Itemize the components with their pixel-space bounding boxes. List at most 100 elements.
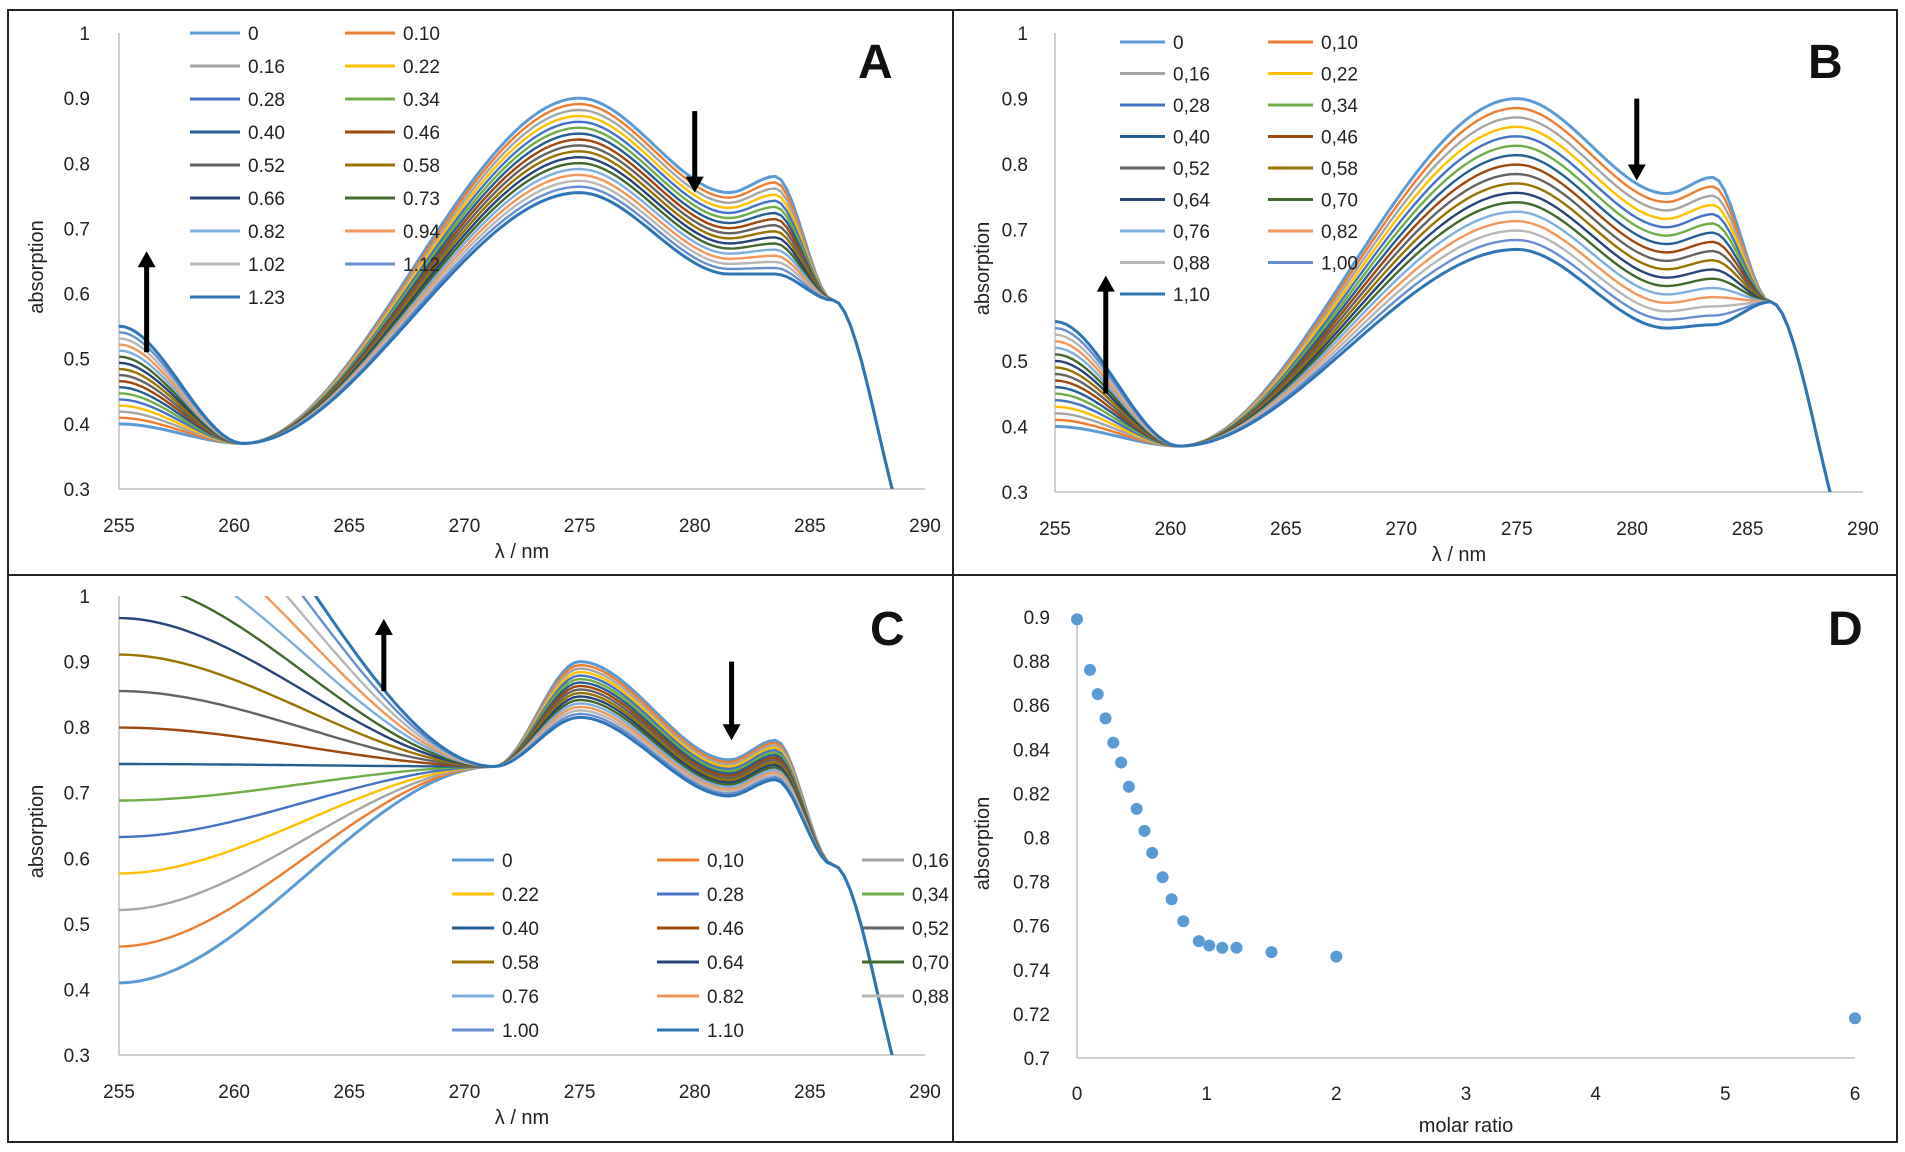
x-tick-label: 270 [449,516,481,537]
x-tick-label: 275 [1501,519,1533,540]
legend-label: 0,64 [1173,191,1210,212]
legend-label: 0.28 [707,885,744,906]
y-tick-label: 0.7 [64,219,90,240]
trend-arrow-head [137,251,156,268]
x-tick-label: 265 [1270,519,1302,540]
y-tick-label: 0.9 [64,653,90,674]
y-tick-label: 0.7 [64,784,90,805]
y-tick-label: 1 [79,587,90,608]
trend-arrow-head [374,618,393,635]
y-tick-label: 0.6 [1002,286,1028,307]
x-tick-label: 285 [794,516,826,537]
legend-label: 0,58 [1321,159,1358,180]
legend-label: 1,10 [1173,285,1210,306]
scatter-point [1203,939,1216,952]
y-tick-label: 0.7 [1024,1049,1050,1070]
legend-label: 0,88 [1173,254,1210,275]
y-tick-label: 0.3 [1002,483,1028,504]
y-axis-label: absorption [972,222,994,315]
legend-label: 0.64 [707,953,744,974]
legend-label: 0,70 [1321,191,1358,212]
y-tick-label: 0.4 [1002,417,1029,438]
legend-label: 1,00 [1321,254,1358,275]
scatter-point [1177,915,1190,928]
x-tick-label: 280 [679,1082,711,1103]
panel-d-chart: 0 1 2 3 4 5 6 0.7 0.72 0.74 0.76 0.78 0.8 0.82 0.84 0.8… [972,608,1861,1137]
legend-label: 0,46 [1321,128,1358,149]
legend-label: 0.73 [403,189,440,210]
legend-label: 0,82 [1321,222,1358,243]
y-tick-label: 0.5 [1002,352,1028,373]
y-tick-label: 0.84 [1013,740,1050,761]
y-tick-label: 0.76 [1013,917,1050,938]
trend-arrow-head [1627,164,1646,181]
legend-label: 0,52 [1173,159,1210,180]
y-axis-label: absorption [972,797,994,890]
legend-label: 0.34 [403,90,440,111]
legend-label: 0,52 [912,919,949,940]
scatter-point [1071,613,1083,626]
y-tick-label: 0.9 [1024,608,1050,629]
y-tick-label: 1 [1017,24,1028,45]
scatter-point [1265,946,1278,959]
x-tick-label: 260 [218,516,250,537]
x-tick-label: 5 [1720,1084,1731,1105]
legend-label: 0.16 [248,57,285,78]
legend-label: 0,76 [1173,222,1210,243]
scatter-point [1156,871,1169,884]
series-group [119,596,894,1055]
scatter-point [1216,941,1229,954]
x-tick-label: 275 [564,1082,596,1103]
x-tick-label: 290 [1847,519,1879,540]
scatter-point [1083,663,1096,676]
legend-label: 0,22 [1321,65,1358,86]
x-tick-label: 270 [1385,519,1417,540]
legend-label: 0,28 [1173,96,1210,117]
x-tick-label: 255 [103,1082,135,1103]
series-line-1.23 [119,191,894,489]
panel-d-letter: D [1828,603,1863,656]
x-tick-label: 260 [1155,519,1187,540]
legend-label: 1.12 [403,255,440,276]
x-axis-label: λ / nm [495,541,549,563]
y-tick-label: 0.5 [64,915,90,936]
legend-label: 0.66 [248,189,285,210]
legend-label: 0.94 [403,222,440,243]
x-axis-label: molar ratio [1419,1115,1513,1137]
y-tick-label: 0.72 [1013,1005,1050,1026]
legend-label: 1.02 [248,255,285,276]
legend-label: 0,40 [1173,128,1210,149]
legend-label: 0 [502,851,513,872]
legend-label: 0 [248,24,259,45]
panel-b-letter: B [1808,36,1843,89]
x-tick-label: 1 [1201,1084,1212,1105]
y-tick-label: 0.8 [1024,829,1050,850]
y-tick-label: 0.5 [64,350,90,371]
legend-label: 0,10 [707,851,744,872]
y-tick-label: 0.7 [1002,221,1028,242]
y-axis-label: absorption [26,785,48,878]
scatter-point [1330,950,1343,963]
scatter-point [1230,941,1243,954]
panel-a-letter: A [858,36,893,89]
y-tick-label: 0.3 [64,480,90,501]
legend-label: 0.46 [707,919,744,940]
legend-label: 0.40 [502,919,539,940]
scatter-point [1130,802,1143,815]
series-group [119,96,894,489]
y-tick-label: 0.8 [1002,155,1028,176]
y-tick-label: 0.88 [1013,652,1050,673]
legend-label: 1.00 [502,1021,539,1042]
x-tick-label: 3 [1461,1084,1472,1105]
series-group [1055,97,1832,492]
x-tick-label: 270 [449,1082,481,1103]
x-tick-label: 2 [1331,1084,1342,1105]
legend-label: 1.23 [248,288,285,309]
scatter-point [1107,736,1120,749]
legend-label: 0 [1173,33,1184,54]
scatter-point [1165,893,1178,906]
legend-label: 0,16 [1173,65,1210,86]
x-tick-label: 0 [1072,1084,1083,1105]
legend-label: 0.82 [707,987,744,1008]
